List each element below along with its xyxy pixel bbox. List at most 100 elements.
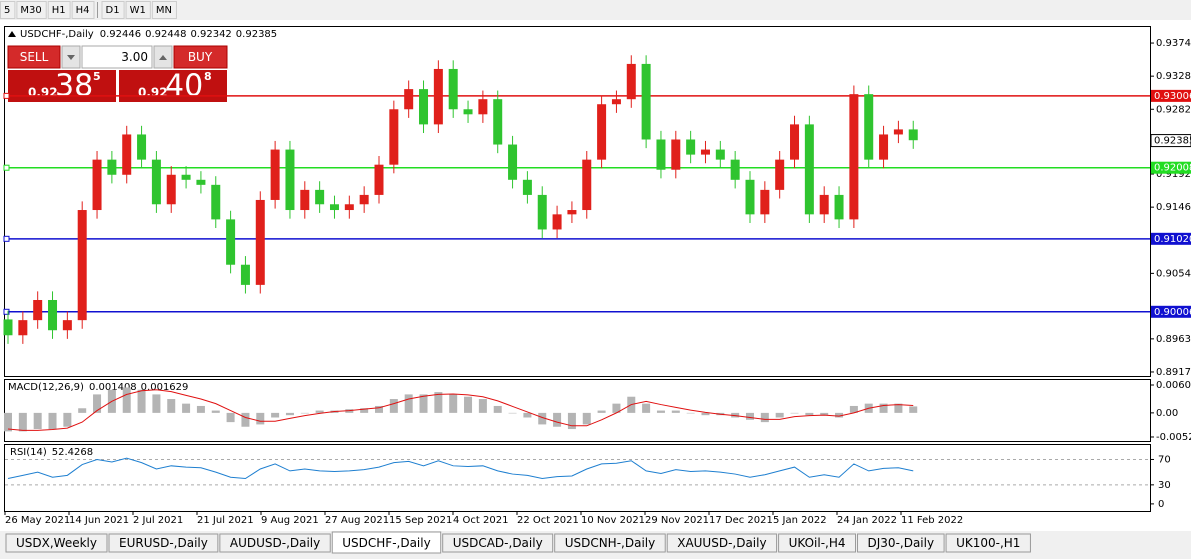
- macd-bar: [360, 408, 369, 413]
- candle-body: [196, 179, 206, 185]
- rsi-label: RSI(14): [10, 447, 47, 458]
- x-tick-label: 15 Sep 2021: [389, 515, 452, 526]
- macd-bar: [553, 412, 562, 427]
- chart-title: USDCHF-,Daily: [20, 29, 94, 40]
- candle-body: [804, 124, 814, 215]
- tab-label[interactable]: XAUUSD-,Daily: [677, 536, 766, 550]
- buy-label[interactable]: BUY: [188, 50, 213, 64]
- tab-label[interactable]: DJ30-,Daily: [868, 536, 935, 550]
- tab-label[interactable]: EURUSD-,Daily: [119, 536, 208, 550]
- timeframe-button[interactable]: H1: [52, 5, 66, 16]
- macd-bar: [582, 412, 591, 425]
- tab-label[interactable]: UKOil-,H4: [789, 536, 846, 550]
- macd-bar: [849, 405, 858, 413]
- header-price: 0.92448: [145, 29, 186, 40]
- tab-label[interactable]: USDCHF-,Daily: [342, 536, 430, 550]
- macd-bar: [701, 412, 710, 416]
- tab[interactable]: [219, 533, 331, 553]
- timeframe-frame: [0, 1, 16, 19]
- timeframe-frame: [47, 1, 71, 19]
- tab-label[interactable]: AUDUSD-,Daily: [230, 536, 320, 550]
- collapse-icon[interactable]: [8, 31, 16, 37]
- y-tick-label: -0.00522: [1156, 432, 1191, 443]
- tab[interactable]: [945, 533, 1031, 553]
- x-tick-label: 5 Jan 2022: [773, 515, 827, 526]
- macd-bar: [256, 412, 265, 425]
- macd-bar: [835, 412, 844, 418]
- macd-bar: [493, 405, 502, 413]
- tab[interactable]: [778, 533, 857, 553]
- tab[interactable]: [666, 533, 778, 553]
- candle-body: [18, 320, 28, 336]
- y-tick-label: 30: [1158, 480, 1171, 491]
- level-label: 0.90006: [1154, 307, 1191, 318]
- tab-label[interactable]: UK100-,H1: [956, 536, 1020, 550]
- macd-bar: [686, 412, 695, 414]
- timeframe-button[interactable]: D1: [106, 5, 120, 16]
- level-label-box: [1151, 232, 1191, 245]
- timeframe-button[interactable]: 5: [4, 5, 10, 16]
- macd-bar: [167, 399, 176, 413]
- timeframe-button[interactable]: M30: [20, 5, 41, 16]
- candle-body: [255, 199, 265, 285]
- macd-bar: [226, 412, 235, 423]
- candle-body: [597, 104, 607, 160]
- tab[interactable]: [331, 531, 442, 554]
- tab-label[interactable]: USDCAD-,Daily: [453, 536, 543, 550]
- level-label-box: [1151, 305, 1191, 318]
- timeframe-button[interactable]: H4: [76, 5, 90, 16]
- macd-bar: [508, 412, 517, 414]
- candle-body: [463, 109, 473, 115]
- macd-bar: [137, 389, 146, 413]
- x-tick-label: 14 Jun 2021: [69, 515, 129, 526]
- level-handle: [3, 235, 10, 242]
- candle-body: [790, 124, 800, 160]
- tab[interactable]: [554, 533, 666, 553]
- sell-button[interactable]: [7, 45, 61, 69]
- buy-button[interactable]: [173, 45, 228, 69]
- timeframe-frame: [16, 1, 47, 19]
- macd-bar: [746, 412, 754, 420]
- rsi-readout: 52.4268: [52, 447, 93, 458]
- tab[interactable]: [857, 533, 945, 553]
- tab[interactable]: [5, 533, 108, 553]
- macd-bar: [63, 412, 72, 427]
- candle-body: [686, 139, 696, 155]
- candle-body: [404, 89, 414, 110]
- sell-price-box[interactable]: [8, 70, 116, 102]
- last-price-box: [1150, 134, 1191, 148]
- macd-bar: [4, 412, 12, 432]
- header-price: 0.92342: [190, 29, 231, 40]
- y-tick-label: 70: [1158, 454, 1171, 465]
- macd-bar: [152, 394, 161, 413]
- tab[interactable]: [442, 533, 554, 553]
- y-tick-label: 0: [1158, 499, 1164, 510]
- macd-bar: [597, 410, 606, 413]
- candle-body: [537, 194, 547, 230]
- buy-price-box[interactable]: [119, 70, 227, 102]
- tab-label[interactable]: USDCNH-,Daily: [565, 536, 656, 550]
- timeframe-frame: [71, 1, 95, 19]
- candle-body: [166, 174, 176, 205]
- sell-label[interactable]: SELL: [20, 50, 49, 64]
- macd-bar: [389, 399, 398, 413]
- tab-label[interactable]: USDX,Weekly: [16, 536, 97, 550]
- timeframe-button[interactable]: W1: [130, 5, 146, 16]
- lot-value[interactable]: 3.00: [121, 50, 148, 64]
- lot-input[interactable]: [81, 45, 153, 69]
- macd-bar: [315, 410, 324, 413]
- macd-readout: 0.001629: [141, 382, 189, 393]
- macd-bar: [775, 412, 784, 418]
- level-handle: [3, 92, 10, 99]
- x-tick-label: 17 Dec 2021: [709, 515, 773, 526]
- tab[interactable]: [108, 533, 219, 553]
- candle-body: [181, 174, 191, 180]
- macd-bar: [33, 412, 42, 430]
- candle-body: [582, 159, 592, 211]
- timeframe-button[interactable]: MN: [156, 5, 172, 16]
